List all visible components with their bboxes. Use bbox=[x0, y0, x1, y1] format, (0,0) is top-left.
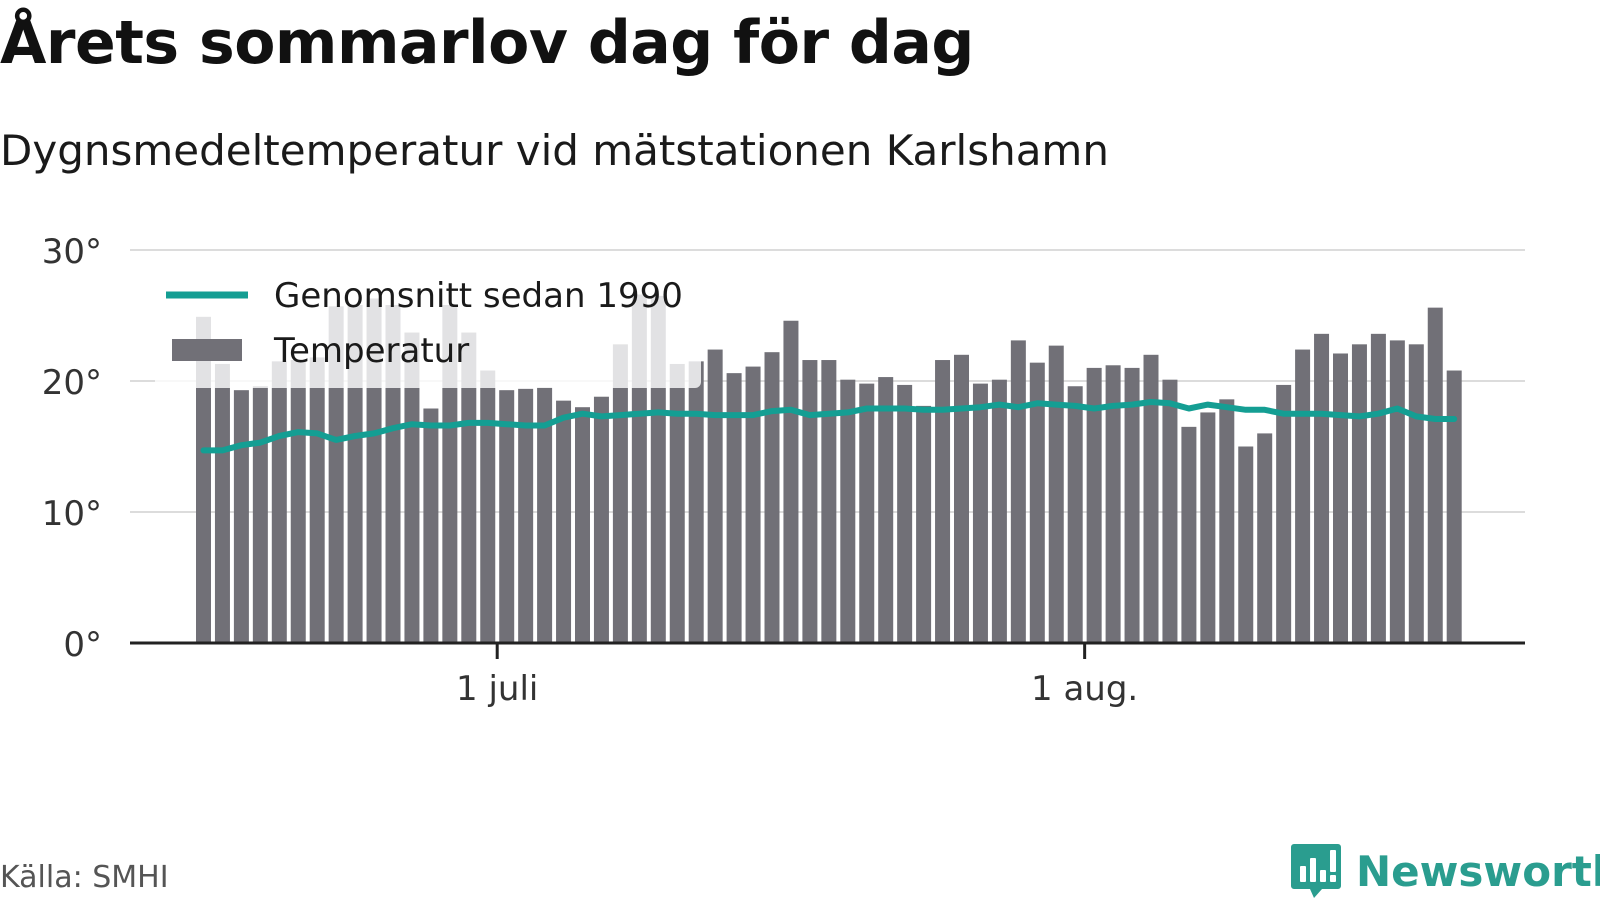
temperature-bar bbox=[233, 390, 249, 643]
temperature-bar bbox=[290, 360, 306, 643]
temperature-bar bbox=[1105, 365, 1121, 643]
temperature-bar bbox=[1029, 362, 1045, 643]
temperature-bar bbox=[1333, 353, 1348, 643]
temperature-bar bbox=[271, 361, 287, 643]
temperature-bar bbox=[1257, 433, 1273, 643]
temperature-bar bbox=[1427, 307, 1443, 643]
legend-box bbox=[155, 258, 701, 388]
temperature-bar bbox=[328, 306, 344, 643]
temperature-bar bbox=[878, 377, 894, 643]
temperature-bar bbox=[442, 305, 458, 643]
chart-title: Årets sommarlov dag för dag bbox=[0, 8, 974, 78]
temperature-bar bbox=[347, 305, 363, 643]
y-tick-label: 10° bbox=[42, 494, 102, 534]
temperature-bar bbox=[764, 352, 780, 643]
temperature-bar bbox=[954, 354, 969, 643]
temperature-bar bbox=[1162, 379, 1178, 643]
temperature-bar bbox=[1048, 345, 1064, 643]
average-line bbox=[200, 399, 1458, 454]
temperature-bar bbox=[214, 363, 230, 643]
temperature-bar bbox=[859, 383, 875, 643]
temperature-bar bbox=[1295, 349, 1311, 643]
temperature-bar bbox=[537, 387, 553, 643]
temperature-bar bbox=[1200, 412, 1216, 643]
newsworthy-logo-icon bbox=[1291, 844, 1341, 898]
y-tick-label: 0° bbox=[63, 625, 102, 665]
temperature-bar bbox=[575, 407, 590, 643]
legend-bar-swatch bbox=[172, 339, 242, 361]
temperature-bar bbox=[726, 373, 742, 643]
temperature-bar bbox=[916, 405, 932, 643]
legend-label-temperature: Temperatur bbox=[273, 331, 469, 371]
temperature-bar bbox=[1219, 399, 1235, 643]
newsworthy-logo: Newsworthy bbox=[1290, 842, 1600, 900]
temperature-bar bbox=[309, 357, 325, 643]
temperature-bar bbox=[707, 349, 723, 643]
temperature-bar bbox=[991, 379, 1007, 643]
temperature-bar bbox=[1276, 384, 1292, 643]
temperature-bar bbox=[1238, 446, 1254, 643]
temperature-bar bbox=[972, 383, 988, 643]
temperature-bar bbox=[461, 332, 477, 643]
temperature-bar bbox=[1010, 340, 1026, 643]
temperature-bar bbox=[688, 361, 704, 643]
temperature-bar bbox=[1314, 333, 1330, 643]
temperature-bar bbox=[1389, 340, 1405, 643]
temperature-bar bbox=[499, 390, 515, 643]
temperature-bar bbox=[252, 386, 268, 643]
temperature-bar bbox=[556, 400, 572, 643]
temperature-bar bbox=[196, 316, 211, 643]
temperature-bar bbox=[897, 384, 913, 643]
temperature-bar bbox=[404, 332, 420, 643]
temperature-bar bbox=[935, 360, 951, 643]
temperature-bar bbox=[745, 366, 761, 643]
legend-label-average: Genomsnitt sedan 1990 bbox=[274, 276, 683, 316]
temperature-bar bbox=[1408, 344, 1424, 643]
temperature-bar bbox=[1124, 367, 1140, 643]
temperature-bar bbox=[1067, 386, 1083, 643]
temperature-chart: 0° 10° 20° 30° 1 juli 1 aug. Genomsnitt sedan … bbox=[42, 232, 1525, 709]
temperature-bar bbox=[593, 396, 609, 643]
temperature-bar bbox=[518, 388, 534, 643]
x-tick-label: 1 aug. bbox=[1031, 669, 1138, 709]
x-tick-label: 1 juli bbox=[456, 669, 538, 709]
y-tick-label: 20° bbox=[42, 363, 102, 403]
temperature-bar bbox=[423, 408, 439, 643]
source-note: Källa: SMHI bbox=[0, 860, 169, 895]
temperature-bar bbox=[821, 360, 837, 643]
temperature-bar bbox=[385, 305, 401, 643]
brand-name: Newsworthy bbox=[1356, 846, 1600, 896]
temperature-bar bbox=[1181, 426, 1197, 643]
temperature-bar bbox=[1351, 344, 1367, 643]
temperature-bar bbox=[1086, 367, 1102, 643]
temperature-bar bbox=[1370, 333, 1386, 643]
temperature-bar bbox=[480, 370, 496, 643]
chart-subtitle: Dygnsmedeltemperatur vid mätstationen Ka… bbox=[0, 126, 1109, 175]
y-tick-label: 30° bbox=[42, 232, 102, 272]
temperature-bar bbox=[802, 360, 818, 643]
temperature-bar bbox=[612, 344, 628, 643]
temperature-bar bbox=[669, 363, 685, 643]
temperature-bar bbox=[1143, 354, 1159, 643]
temperature-bar bbox=[783, 320, 799, 643]
temperature-bar bbox=[840, 379, 856, 643]
temperature-bar bbox=[1446, 370, 1462, 643]
